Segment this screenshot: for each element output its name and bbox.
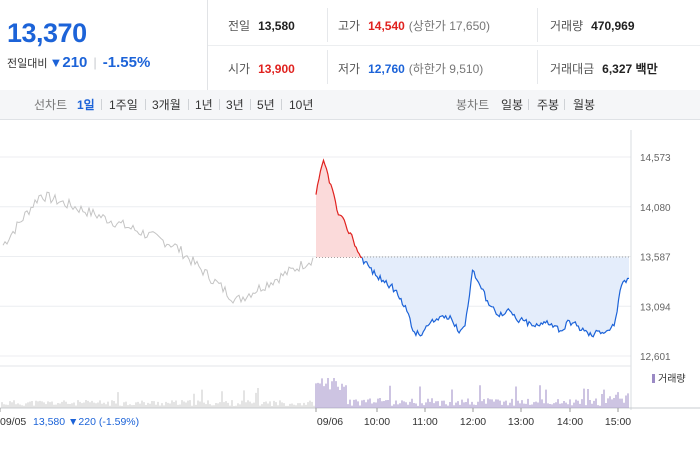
prev-day-line (2, 191, 314, 304)
divider (208, 45, 700, 46)
tab-3m[interactable]: 3개월 (152, 98, 181, 112)
x-tick-label: 14:00 (557, 416, 583, 428)
price-chart[interactable]: 14,573 14,080 13,587 13,094 12,601 거래량 09/05 09… (0, 120, 700, 450)
volume-legend-swatch (652, 374, 655, 383)
divider (537, 8, 538, 42)
divider (327, 50, 328, 84)
stat-label: 거래량 (550, 19, 584, 33)
period-tab-bar: 선차트 1일 1주일 3개월 1년 3년 5년 10년 봉차트 일봉 주봉 월봉 (0, 90, 700, 120)
stat-trade-value: 거래대금 6,327 백만 (550, 60, 658, 77)
chart-canvas: 14,573 14,080 13,587 13,094 12,601 거래량 09/05 09… (0, 130, 700, 428)
stat-value: 470,969 (591, 19, 635, 33)
y-tick-label: 13,587 (640, 253, 671, 264)
quote-summary: 13,370 전일대비 ▼210 | -1.55% 전일 13,580 고가 14,540… (0, 0, 700, 91)
stat-open: 시가 13,900 (228, 60, 295, 77)
x-tick-label: 13:00 (508, 416, 534, 428)
current-price: 13,370 (7, 18, 87, 48)
stat-label: 저가 (338, 62, 361, 76)
divider (281, 99, 282, 110)
stat-prev-close: 전일 13,580 (228, 17, 295, 34)
divider (564, 99, 565, 110)
tab-daily-candle[interactable]: 일봉 (501, 98, 524, 112)
x-tick-label: 12:00 (460, 416, 486, 428)
tab-5y[interactable]: 5년 (257, 98, 275, 112)
price-line-down (361, 257, 630, 338)
price-line-up (315, 158, 363, 259)
divider (188, 99, 189, 110)
divider (219, 99, 220, 110)
stat-low: 저가 12,760 (하한가 9,510) (338, 60, 483, 77)
x-tick-label: 11:00 (412, 416, 438, 428)
stat-value: 14,540 (368, 19, 405, 33)
stat-value: 12,760 (368, 62, 405, 76)
divider (537, 50, 538, 84)
divider (528, 99, 529, 110)
volume-legend-label: 거래량 (658, 373, 686, 385)
x-tick-label: 10:00 (364, 416, 390, 428)
above-reference-area (316, 160, 363, 258)
stat-value: 13,900 (258, 62, 295, 76)
change-percent: -1.55% (102, 54, 151, 71)
stat-sub: (하한가 9,510) (408, 62, 484, 76)
x-tick-label: 15:00 (605, 416, 631, 428)
tab-1y[interactable]: 1년 (195, 98, 213, 112)
prev-day-caption: 13,580 ▼220 (-1.59%) (33, 416, 139, 428)
tab-weekly-candle[interactable]: 주봉 (537, 98, 560, 112)
below-reference-area (362, 257, 629, 337)
stat-sub: (상한가 17,650) (408, 19, 490, 33)
tab-10y[interactable]: 10년 (289, 98, 314, 112)
y-tick-label: 13,094 (640, 302, 671, 313)
line-chart-label: 선차트 (34, 98, 68, 112)
price-box: 13,370 전일대비 ▼210 | -1.55% (0, 0, 208, 90)
divider: | (93, 55, 97, 70)
stat-value: 6,327 백만 (602, 62, 658, 76)
y-tick-label: 14,573 (640, 153, 671, 164)
x-tick-label: 09/05 (0, 416, 26, 428)
tab-3y[interactable]: 3년 (226, 98, 244, 112)
stat-high: 고가 14,540 (상한가 17,650) (338, 17, 490, 34)
stat-label: 거래대금 (550, 62, 595, 76)
stat-label: 시가 (228, 62, 251, 76)
divider (250, 99, 251, 110)
x-tick-label: 09/06 (317, 416, 343, 428)
stat-label: 전일 (228, 19, 251, 33)
y-tick-label: 14,080 (640, 203, 671, 214)
change-amount: 210 (62, 54, 88, 71)
stat-value: 13,580 (258, 19, 295, 33)
divider (101, 99, 102, 110)
stat-volume: 거래량 470,969 (550, 17, 635, 34)
tab-1w[interactable]: 1주일 (109, 98, 138, 112)
tab-monthly-candle[interactable]: 월봉 (573, 98, 596, 112)
divider (145, 99, 146, 110)
divider (327, 8, 328, 42)
y-tick-label: 12,601 (640, 352, 671, 363)
change-label: 전일대비 (7, 58, 48, 70)
candle-chart-label: 봉차트 (456, 98, 490, 112)
change-row: 전일대비 ▼210 | -1.55% (7, 54, 150, 71)
down-triangle-icon: ▼ (49, 55, 63, 70)
tab-1d[interactable]: 1일 (77, 98, 95, 112)
stat-label: 고가 (338, 19, 361, 33)
